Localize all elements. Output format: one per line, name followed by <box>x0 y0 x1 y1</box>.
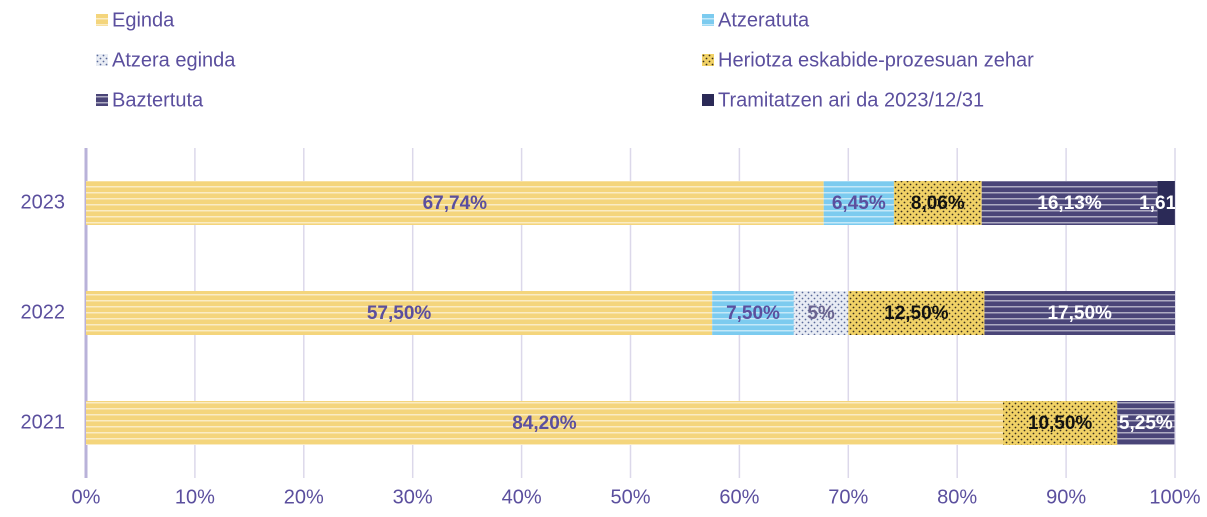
legend-swatch <box>702 54 714 66</box>
bar-segment <box>86 181 824 225</box>
legend-swatch <box>96 94 108 106</box>
bar-segment <box>984 291 1175 335</box>
legend-swatch <box>96 54 108 66</box>
data-label: 5% <box>807 303 835 324</box>
legend: Eginda Atzeratuta Atzera eginda Heriotza es… <box>96 9 1034 111</box>
bar-segment <box>1117 401 1175 445</box>
x-tick-label: 30% <box>393 486 433 508</box>
y-tick-label: 2021 <box>21 411 66 433</box>
data-label: 17,50% <box>1047 303 1112 324</box>
legend-label: Baztertuta <box>112 89 204 111</box>
bar-segment <box>893 181 982 225</box>
x-tick-label: 90% <box>1046 486 1086 508</box>
legend-swatch <box>702 14 714 26</box>
bar-segment <box>1002 401 1118 445</box>
data-label: 12,50% <box>884 303 949 324</box>
x-tick-label: 0% <box>72 486 101 508</box>
data-label: 16,13% <box>1037 193 1102 214</box>
y-tick-label: 2022 <box>21 301 66 323</box>
legend-label: Eginda <box>112 9 175 31</box>
data-label: 67,74% <box>423 193 488 214</box>
data-label: 7,50% <box>726 303 780 324</box>
bar-segment <box>981 181 1158 225</box>
data-label: 1,61% <box>1139 193 1193 214</box>
legend-label: Heriotza eskabide-prozesuan zehar <box>718 49 1034 71</box>
data-label: 10,50% <box>1028 413 1093 434</box>
legend-label: Atzeratuta <box>718 9 810 31</box>
bar-segment <box>712 291 794 335</box>
legend-swatch <box>96 14 108 26</box>
x-tick-label: 80% <box>937 486 977 508</box>
bar-segment <box>848 291 985 335</box>
legend-swatch <box>702 94 714 106</box>
y-tick-label: 2023 <box>21 191 66 213</box>
x-tick-label: 10% <box>175 486 215 508</box>
data-label: 84,20% <box>512 413 577 434</box>
x-tick-label: 60% <box>719 486 759 508</box>
bar-segment <box>823 181 894 225</box>
bars <box>86 181 1175 445</box>
x-tick-label: 20% <box>284 486 324 508</box>
legend-label: Tramitatzen ari da 2023/12/31 <box>718 89 984 111</box>
bar-segment <box>793 291 849 335</box>
x-tick-label: 70% <box>828 486 868 508</box>
bar-segment <box>1157 181 1175 225</box>
legend-label: Atzera eginda <box>112 49 236 71</box>
bar-segment <box>86 291 713 335</box>
data-label: 6,45% <box>832 193 886 214</box>
bar-segment <box>86 401 1003 445</box>
x-tick-label: 40% <box>502 486 542 508</box>
data-label: 5,25% <box>1119 413 1173 434</box>
data-label: 57,50% <box>367 303 432 324</box>
x-tick-label: 50% <box>610 486 650 508</box>
data-label: 8,06% <box>911 193 965 214</box>
data-labels: 67,74% 6,45% 8,06% 16,13% 1,61% 57,50% 7,50% 5%… <box>367 193 1193 434</box>
x-tick-label: 100% <box>1149 486 1200 508</box>
